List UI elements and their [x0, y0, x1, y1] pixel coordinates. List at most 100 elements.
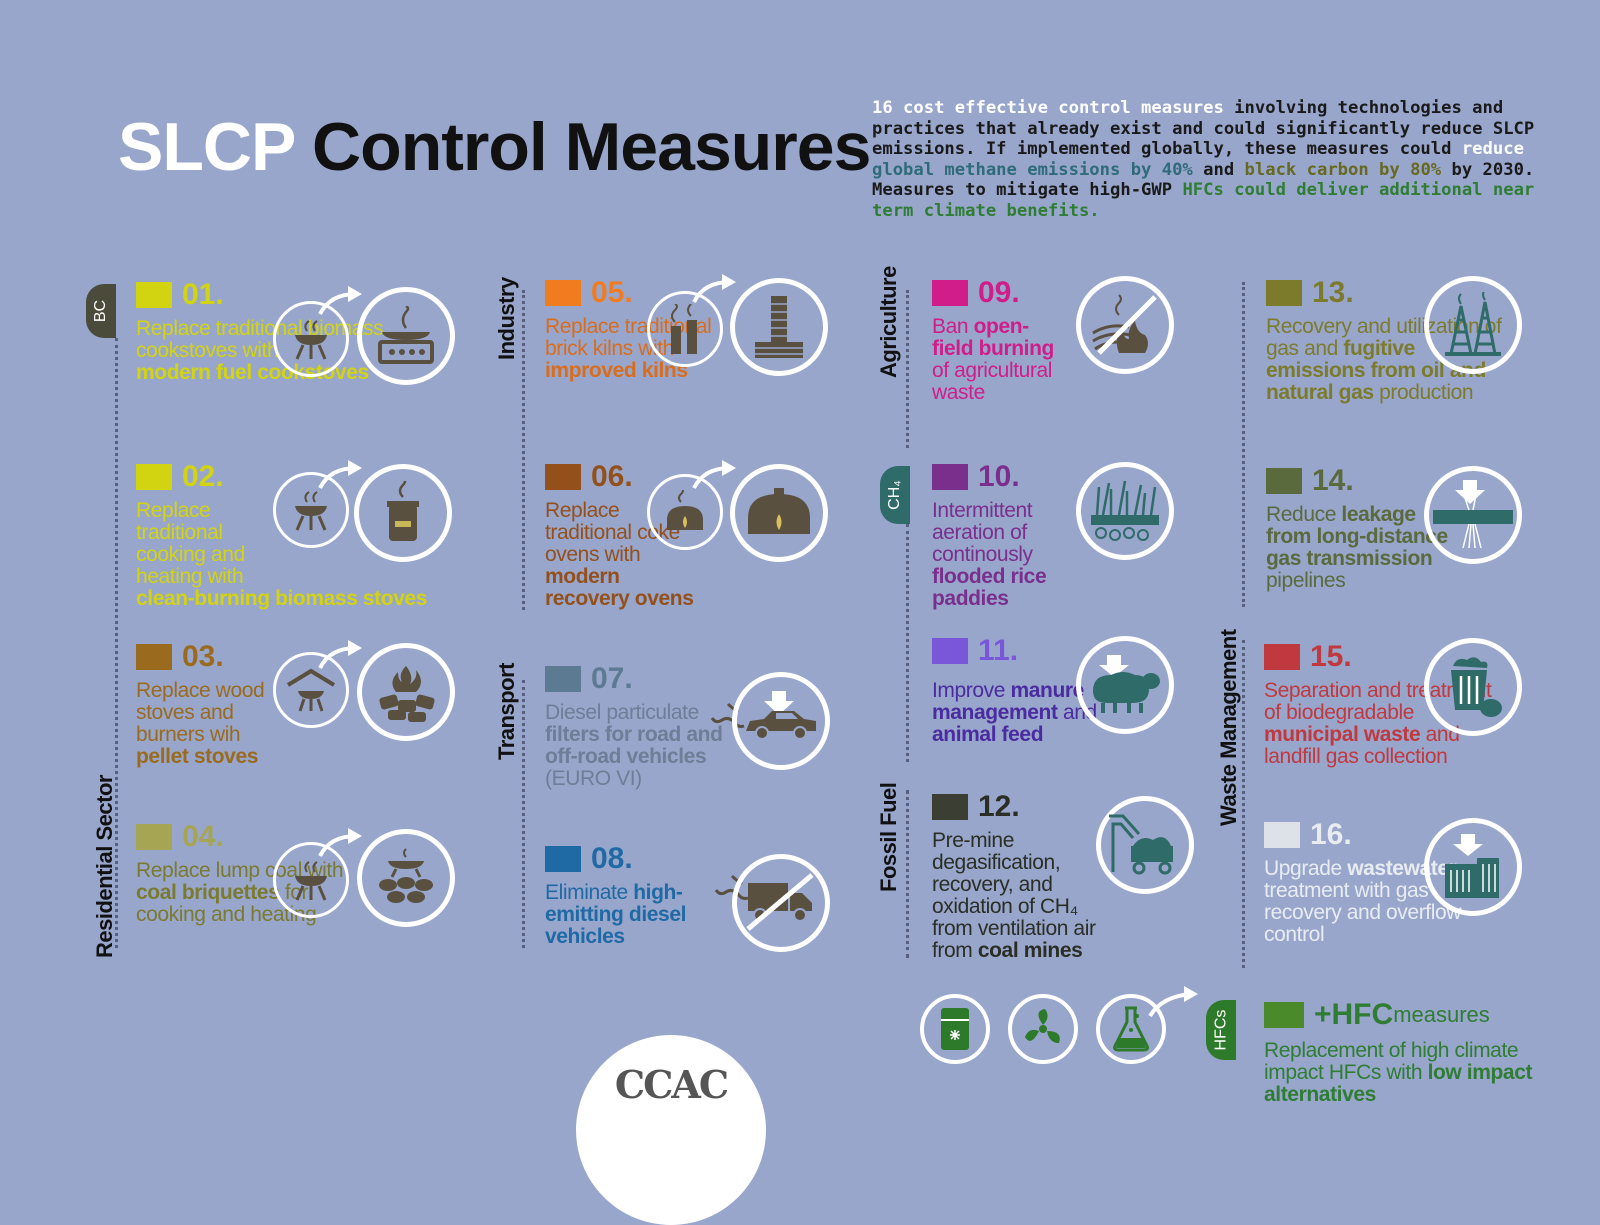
ch4-tab: CH₄	[880, 466, 910, 524]
measure-16-text: Upgrade	[1264, 857, 1342, 880]
measure-06-highlight: modern recovery ovens	[545, 565, 694, 610]
measure-05-swatch	[545, 280, 581, 306]
measure-08-highlight: high-emitting diesel vehicles	[545, 881, 687, 948]
arrow-icon	[1148, 986, 1198, 1018]
measure-13-number: 13.	[1312, 276, 1354, 309]
arrow-icon	[692, 274, 736, 303]
measure-12: 12. Pre-mine degasification, recovery, a…	[932, 790, 1122, 962]
measure-14-highlight: leakage from long-distance gas transmiss…	[1266, 503, 1448, 570]
pellet-icon	[357, 643, 455, 741]
measure-hfc-swatch	[1264, 1002, 1304, 1028]
measure-01: 01. Replace traditional biomass cookstov…	[136, 278, 396, 384]
waste-bin-icon	[1424, 638, 1522, 736]
measure-11-swatch	[932, 638, 968, 664]
measure-02: 02. Replace traditional cooking and heat…	[136, 460, 427, 610]
measure-14: 14. Reduce leakage from long-distance ga…	[1266, 464, 1466, 592]
intro-hfc: HFCs could deliver additional near term …	[872, 180, 1535, 221]
agriculture-divider-bottom	[906, 524, 909, 762]
agriculture-divider-top	[906, 290, 909, 448]
coal-mine-icon	[1096, 796, 1194, 894]
arrow-icon	[318, 640, 362, 669]
intro-reduce: reduce	[1461, 139, 1524, 159]
measure-07-highlight: filters for road and off-road vehicles	[545, 723, 723, 768]
pipeline-icon	[1424, 466, 1522, 564]
measure-08-swatch	[545, 846, 581, 872]
sector-transport: Transport	[494, 663, 519, 760]
measure-03: 03. Replace wood stoves and burners wih …	[136, 640, 396, 768]
improved-kiln-icon	[730, 278, 828, 376]
residential-divider	[115, 338, 118, 948]
hfcs-tab: HFCs	[1206, 1000, 1236, 1060]
measure-07-swatch	[545, 666, 581, 692]
measure-12-text: Pre-mine degasification, recovery, and o…	[932, 829, 1096, 962]
measure-05: 05. Replace traditional brick kilns with…	[545, 276, 745, 382]
measure-07-text-end: (EURO VI)	[545, 767, 642, 790]
sector-industry: Industry	[494, 277, 519, 360]
measure-03-number: 03.	[182, 640, 224, 673]
measure-11-text: Improve	[932, 679, 1006, 702]
measure-06: 06. Replace traditional coke ovens with …	[545, 460, 745, 610]
title-slcp: SLCP	[118, 109, 295, 185]
measure-03-text: Replace wood stoves and burners wih	[136, 679, 265, 746]
fossil-divider	[906, 790, 909, 958]
fossil-divider-right	[1242, 282, 1245, 607]
page-title: SLCP Control Measures	[118, 108, 871, 186]
measure-09-number: 09.	[978, 276, 1020, 309]
measure-05-highlight: improved kilns	[545, 359, 688, 382]
grill-icon	[273, 472, 349, 548]
measure-14-text-end: pipelines	[1266, 569, 1346, 592]
intro-black-carbon: black carbon by 80%	[1244, 159, 1442, 180]
measure-16-number: 16.	[1310, 818, 1352, 851]
measure-11-highlight: manure management	[932, 679, 1084, 724]
measure-07-text: Diesel particulate	[545, 701, 699, 724]
measure-12-number: 12.	[978, 790, 1020, 823]
measure-15: 15. Separation and treatment of biodegra…	[1264, 640, 1504, 768]
industry-divider	[522, 290, 525, 610]
measure-06-swatch	[545, 464, 581, 490]
bc-tab-label: BC	[91, 299, 109, 323]
measure-09-highlight: open-field burning	[932, 315, 1054, 360]
measure-14-swatch	[1266, 468, 1302, 494]
intro-body: involving technologies and practices tha…	[872, 98, 1535, 159]
biomass-stove-icon	[354, 464, 452, 562]
recovery-oven-icon	[730, 464, 828, 562]
measure-07-number: 07.	[591, 662, 633, 695]
refrigerator-icon	[920, 994, 990, 1064]
measure-02-highlight: clean-burning biomass stoves	[136, 587, 428, 610]
measure-09-text-end: of agricultural waste	[932, 359, 1053, 404]
banned-field-burning-icon	[1076, 276, 1174, 374]
arrow-icon	[692, 460, 736, 489]
wood-stove-icon	[273, 652, 349, 728]
measure-15-swatch	[1264, 644, 1300, 670]
bc-tab: BC	[86, 284, 116, 338]
measure-02-swatch	[136, 464, 172, 490]
wastewater-icon	[1424, 818, 1522, 916]
ccac-logo: CCAC	[614, 1062, 729, 1107]
intro-mitigate: by 2030. Measures to mitigate high-GWP	[872, 159, 1535, 201]
intro-highlight: 16 cost effective control measures	[872, 98, 1224, 118]
oil-rig-icon	[1424, 276, 1522, 374]
measure-11-number: 11.	[978, 634, 1019, 667]
measure-09-swatch	[932, 280, 968, 306]
measure-11: 11. Improve manure management and animal…	[932, 634, 1132, 746]
measure-hfc: +HFC measures Replacement of high climat…	[1264, 998, 1564, 1106]
measure-16-swatch	[1264, 822, 1300, 848]
measure-01-number: 01.	[182, 278, 224, 311]
measure-02-number: 02.	[182, 460, 224, 493]
stove-icon	[357, 287, 455, 385]
measure-11-highlight-feed: animal feed	[932, 723, 1044, 746]
measure-06-text: Replace traditional coke ovens with	[545, 499, 680, 566]
measure-13-swatch	[1266, 280, 1302, 306]
grill-icon	[273, 301, 349, 377]
measure-07: 07. Diesel particulate filters for road …	[545, 662, 755, 790]
sector-agriculture: Agriculture	[876, 266, 901, 378]
hfc-number: +HFC	[1314, 998, 1394, 1031]
transport-divider	[522, 680, 525, 948]
flask-icon	[1096, 994, 1166, 1064]
measure-06-number: 06.	[591, 460, 633, 493]
measure-13: 13. Recovery and utilization of gas and …	[1266, 276, 1516, 404]
hfc-highlight: low impact alternatives	[1264, 1061, 1533, 1106]
measure-04-number: 04.	[182, 820, 224, 853]
measure-15-number: 15.	[1310, 640, 1352, 673]
waste-divider	[1242, 640, 1245, 968]
